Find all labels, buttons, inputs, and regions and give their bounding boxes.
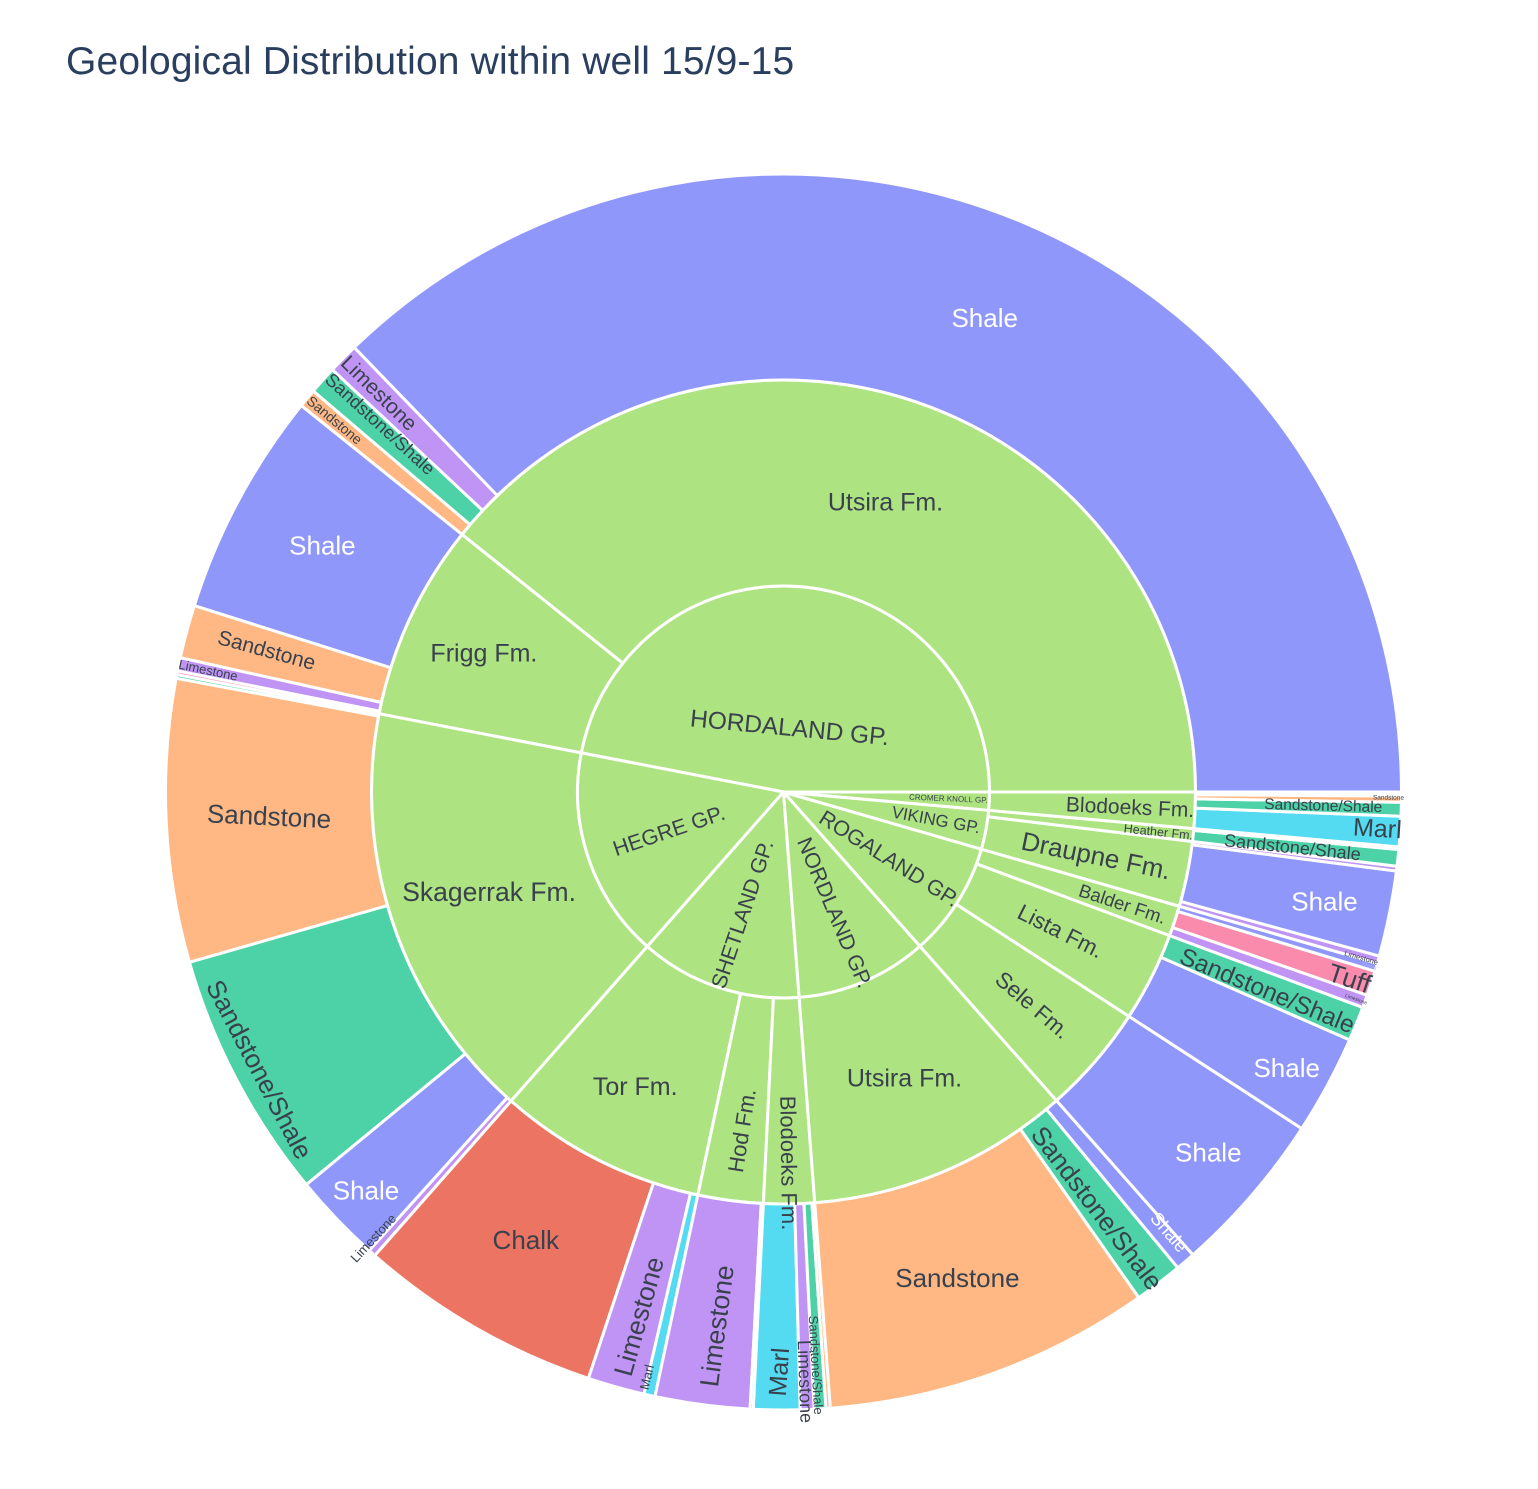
- svg-text:Limestone: Limestone: [794, 1340, 817, 1424]
- svg-text:Sandstone/Shale: Sandstone/Shale: [1264, 796, 1382, 816]
- svg-text:Geological Distribution within: Geological Distribution within well 15/9…: [66, 40, 794, 83]
- svg-text:Shale: Shale: [1291, 887, 1358, 917]
- svg-text:Sandstone: Sandstone: [1373, 794, 1405, 801]
- svg-text:Sandstone: Sandstone: [206, 798, 332, 834]
- svg-text:Shale: Shale: [333, 1175, 400, 1205]
- svg-text:Tor Fm.: Tor Fm.: [593, 1073, 678, 1101]
- svg-text:Skagerrak Fm.: Skagerrak Fm.: [402, 877, 576, 907]
- svg-text:Marl: Marl: [764, 1347, 795, 1397]
- svg-text:Shale: Shale: [1175, 1137, 1242, 1167]
- svg-text:Frigg Fm.: Frigg Fm.: [430, 640, 537, 668]
- svg-text:Blodoeks Fm.: Blodoeks Fm.: [775, 1096, 802, 1231]
- svg-text:Shale: Shale: [1361, 962, 1378, 972]
- svg-text:CROMER KNOLL GP.: CROMER KNOLL GP.: [909, 793, 988, 805]
- svg-text:Sandstone/Shale: Sandstone/Shale: [806, 1315, 827, 1415]
- svg-text:Chalk: Chalk: [493, 1225, 560, 1255]
- svg-text:Marl: Marl: [637, 1363, 657, 1391]
- svg-text:Utsira Fm.: Utsira Fm.: [847, 1065, 962, 1093]
- svg-text:Shale: Shale: [1253, 1053, 1320, 1083]
- svg-text:Shale: Shale: [289, 530, 356, 560]
- svg-text:Utsira Fm.: Utsira Fm.: [828, 488, 943, 516]
- svg-text:Marl: Marl: [1352, 813, 1402, 844]
- svg-text:Shale: Shale: [951, 303, 1018, 333]
- svg-text:Sandstone: Sandstone: [895, 1263, 1019, 1293]
